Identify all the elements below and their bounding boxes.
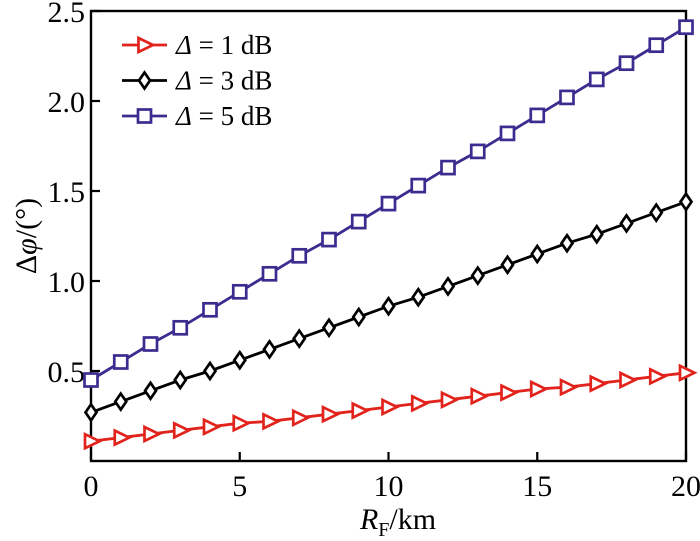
data-point-marker — [588, 71, 605, 88]
data-point-marker — [648, 367, 668, 386]
data-point-marker — [559, 232, 575, 254]
data-point-marker — [589, 374, 609, 393]
data-point-marker — [232, 414, 252, 433]
data-point-marker — [83, 432, 103, 451]
data-point-marker — [380, 195, 397, 212]
data-point-marker — [350, 213, 367, 230]
legend-marker — [137, 35, 157, 55]
data-point-marker — [232, 349, 247, 371]
data-point-marker — [678, 191, 694, 213]
data-point-marker — [440, 390, 460, 409]
data-point-marker — [351, 306, 366, 328]
data-point-marker — [619, 213, 634, 234]
data-point-marker — [559, 89, 575, 106]
data-point-marker — [321, 231, 337, 248]
data-point-marker — [559, 378, 579, 397]
y-axis-label: Δφ/(°) — [10, 198, 43, 274]
data-point-marker — [143, 380, 158, 402]
x-tick-label: 5 — [232, 470, 247, 503]
data-point-marker — [262, 339, 277, 360]
data-point-marker — [381, 397, 401, 417]
data-point-marker — [351, 401, 371, 420]
data-point-marker — [291, 408, 311, 427]
data-point-marker — [231, 283, 248, 300]
y-tick-label: 1.0 — [48, 266, 86, 299]
data-point-marker — [381, 295, 396, 317]
data-point-marker — [649, 202, 664, 223]
data-point-marker — [470, 387, 490, 406]
x-tick-label: 15 — [522, 470, 552, 503]
y-tick-label: 0.5 — [48, 356, 86, 389]
data-point-marker — [83, 372, 99, 388]
data-point-marker — [470, 265, 485, 286]
data-point-marker — [262, 412, 282, 431]
data-point-marker — [411, 286, 426, 308]
data-point-marker — [500, 254, 515, 276]
data-point-marker — [261, 265, 278, 282]
data-point-marker — [321, 317, 337, 339]
data-point-marker — [530, 243, 545, 265]
data-point-marker — [113, 391, 128, 412]
data-point-marker — [619, 370, 639, 390]
data-point-marker — [529, 379, 549, 399]
data-point-marker — [142, 336, 159, 352]
x-tick-label: 20 — [671, 470, 700, 503]
y-tick-label: 2.0 — [48, 86, 86, 119]
data-point-marker — [172, 421, 192, 440]
data-point-marker — [83, 402, 99, 423]
data-point-marker — [202, 301, 218, 318]
legend-label: Δ = 3 dB — [175, 66, 272, 96]
data-point-marker — [440, 276, 456, 297]
data-point-marker — [291, 247, 308, 264]
data-point-marker — [113, 428, 133, 447]
data-point-marker — [172, 319, 189, 336]
data-point-marker — [678, 19, 694, 36]
data-point-marker — [321, 405, 341, 424]
data-point-marker — [410, 394, 430, 413]
data-point-marker — [469, 143, 486, 160]
legend-marker — [137, 70, 152, 91]
data-point-marker — [292, 328, 307, 349]
x-tick-label: 0 — [84, 470, 99, 503]
data-point-marker — [202, 417, 222, 436]
x-axis-label: RF/km — [359, 503, 436, 541]
data-point-marker — [173, 369, 188, 391]
legend-label: Δ = 5 dB — [175, 101, 272, 131]
data-point-marker — [589, 223, 604, 245]
legend: Δ = 1 dB Δ = 3 dB Δ = 5 dB — [122, 30, 272, 131]
data-point-marker — [648, 37, 665, 54]
x-tick-label: 10 — [374, 470, 404, 503]
data-point-marker — [529, 107, 546, 124]
data-point-marker — [440, 159, 456, 176]
data-point-marker — [618, 55, 635, 72]
data-point-marker — [143, 424, 163, 444]
y-tick-label: 1.5 — [48, 176, 86, 209]
data-point-marker — [410, 177, 427, 194]
data-point-marker — [678, 363, 698, 382]
legend-label: Δ = 1 dB — [175, 30, 272, 60]
y-tick-label: 2.5 — [48, 0, 86, 29]
data-point-marker — [202, 360, 218, 382]
data-point-marker — [112, 354, 129, 370]
legend-marker — [136, 108, 153, 124]
plot-frame — [89, 9, 688, 463]
data-point-marker — [499, 125, 516, 142]
data-point-marker — [500, 383, 520, 402]
